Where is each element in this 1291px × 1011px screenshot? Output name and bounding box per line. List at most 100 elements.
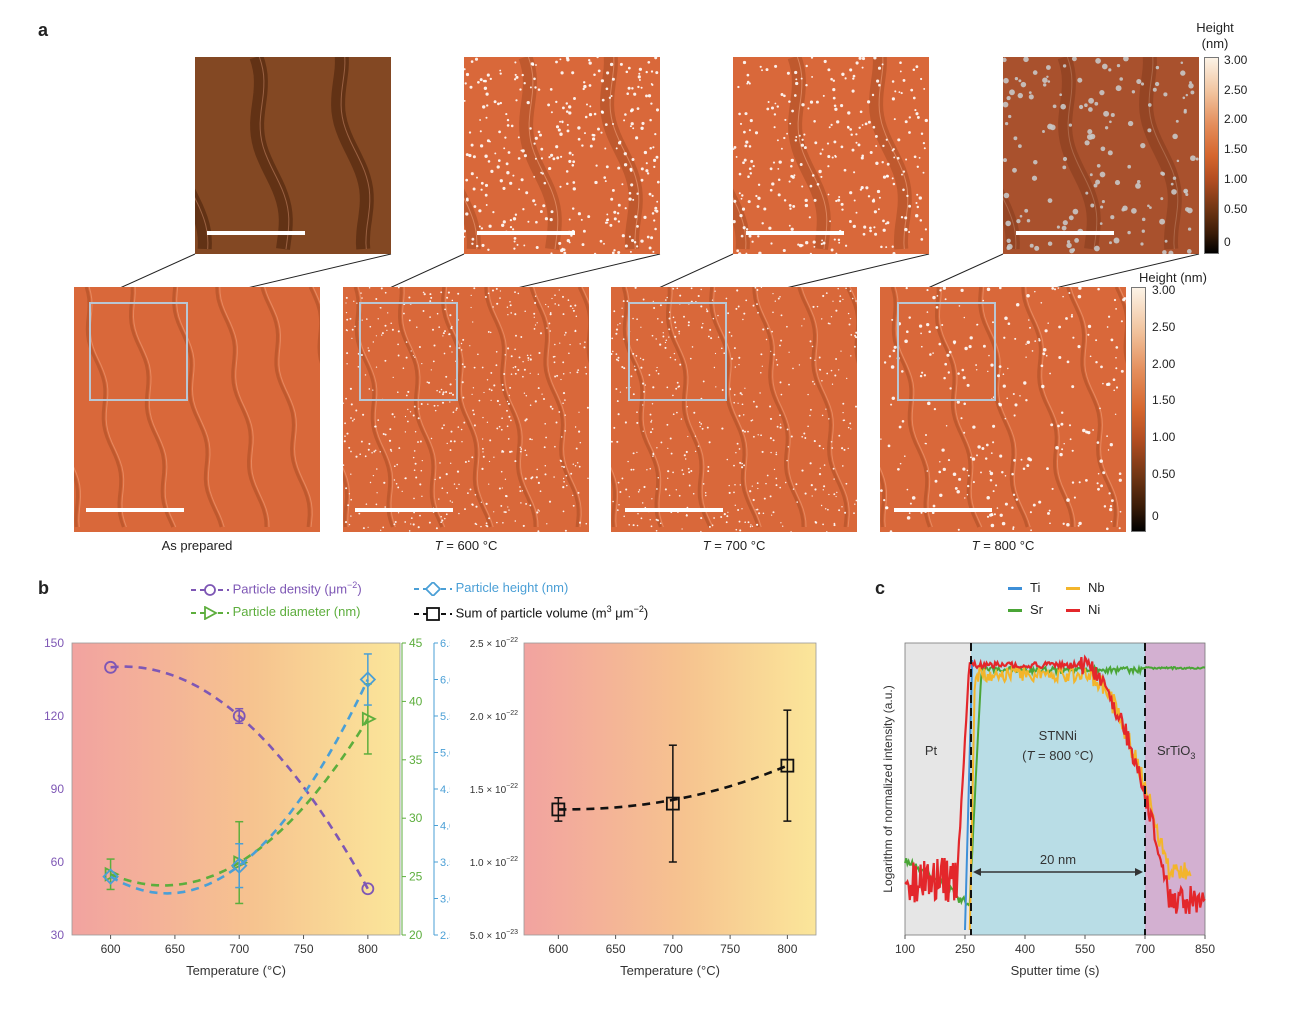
x-tick-label: 750 <box>294 942 314 956</box>
particle <box>1038 337 1040 340</box>
particle <box>827 154 831 159</box>
y-tick-label-right2: 5.5 <box>440 711 450 723</box>
terrace-step <box>733 188 750 250</box>
particle <box>570 472 573 475</box>
terrace-edge <box>669 287 714 528</box>
particle <box>941 323 944 327</box>
particle <box>685 450 688 454</box>
particle <box>914 109 917 112</box>
particle <box>669 356 672 359</box>
particle <box>1022 467 1026 471</box>
arrow-head <box>973 868 981 876</box>
particle <box>618 504 620 506</box>
particle <box>583 346 586 349</box>
particle <box>405 394 408 397</box>
particle <box>506 124 510 127</box>
particle <box>1131 90 1136 94</box>
particle <box>679 294 682 297</box>
particle <box>507 314 509 316</box>
particle <box>982 299 985 302</box>
particle <box>1066 498 1070 502</box>
particle <box>455 409 457 411</box>
particle <box>509 386 512 389</box>
particle <box>885 138 888 141</box>
particle <box>833 478 835 480</box>
particle <box>395 482 398 485</box>
particle <box>779 426 782 429</box>
particle <box>636 318 638 321</box>
particle <box>647 60 651 64</box>
particle <box>1099 89 1105 96</box>
particle <box>684 458 687 460</box>
data-point-volume <box>780 758 795 773</box>
particle <box>555 145 559 149</box>
particle <box>657 519 659 522</box>
particle <box>554 445 556 448</box>
particle <box>502 220 506 224</box>
particle <box>821 239 824 242</box>
particle <box>894 90 897 93</box>
particle <box>481 243 485 247</box>
particle <box>741 393 743 396</box>
particle <box>609 62 614 67</box>
particle <box>761 365 763 367</box>
particle <box>448 333 450 336</box>
particle <box>488 483 490 485</box>
particle <box>619 491 622 493</box>
colorbar-title-top: Height (nm) <box>1196 20 1234 51</box>
particle <box>654 227 657 231</box>
particle <box>636 524 639 527</box>
particle <box>847 111 851 115</box>
terrace-edge <box>401 287 446 528</box>
particle <box>1029 511 1032 514</box>
particle <box>565 110 569 113</box>
particle <box>741 508 743 510</box>
particle <box>839 300 842 303</box>
particle <box>477 353 479 356</box>
particle <box>920 511 923 514</box>
particle <box>1094 245 1100 252</box>
particle <box>561 465 563 468</box>
particle <box>958 305 961 307</box>
particle <box>990 363 994 367</box>
particle <box>712 317 715 320</box>
particle <box>649 118 652 122</box>
particle <box>1009 89 1015 96</box>
particle <box>668 336 670 338</box>
particle <box>1186 249 1192 254</box>
zoom-box <box>359 302 458 401</box>
particle <box>373 450 376 453</box>
particle <box>966 383 970 387</box>
particle <box>472 155 476 159</box>
particle <box>581 144 584 147</box>
afm-zoom-600 <box>464 57 660 254</box>
particle <box>550 210 554 214</box>
particle <box>501 383 504 386</box>
particle <box>813 383 816 385</box>
colorbar-bottom <box>1131 287 1146 532</box>
scale-bar <box>625 508 723 512</box>
particle <box>555 60 558 64</box>
particle <box>1003 77 1009 84</box>
particle <box>408 296 411 299</box>
particle <box>776 425 779 428</box>
particle <box>733 393 736 396</box>
scale-bar <box>894 508 992 512</box>
particle <box>1100 205 1104 209</box>
particle <box>369 325 372 328</box>
particle <box>743 158 747 162</box>
particle <box>591 137 596 141</box>
particle <box>1055 446 1059 450</box>
particle <box>735 451 737 454</box>
particle <box>800 77 803 80</box>
particle <box>628 235 631 238</box>
particle <box>412 355 414 357</box>
colorbar-tick: 0.50 <box>1224 201 1248 216</box>
particle <box>762 512 765 515</box>
particle <box>920 332 922 335</box>
particle <box>544 473 547 476</box>
particle <box>595 164 598 167</box>
particle <box>1048 509 1051 512</box>
particle <box>830 316 833 318</box>
particle <box>1155 65 1160 70</box>
